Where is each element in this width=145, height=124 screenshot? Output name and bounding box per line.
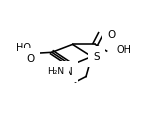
Text: S: S — [94, 52, 100, 62]
Text: O: O — [26, 54, 35, 64]
Text: OH: OH — [117, 46, 132, 55]
Text: N: N — [65, 67, 73, 77]
Text: H₂N: H₂N — [48, 67, 65, 76]
Text: O: O — [107, 30, 116, 40]
Text: HO: HO — [16, 43, 31, 53]
